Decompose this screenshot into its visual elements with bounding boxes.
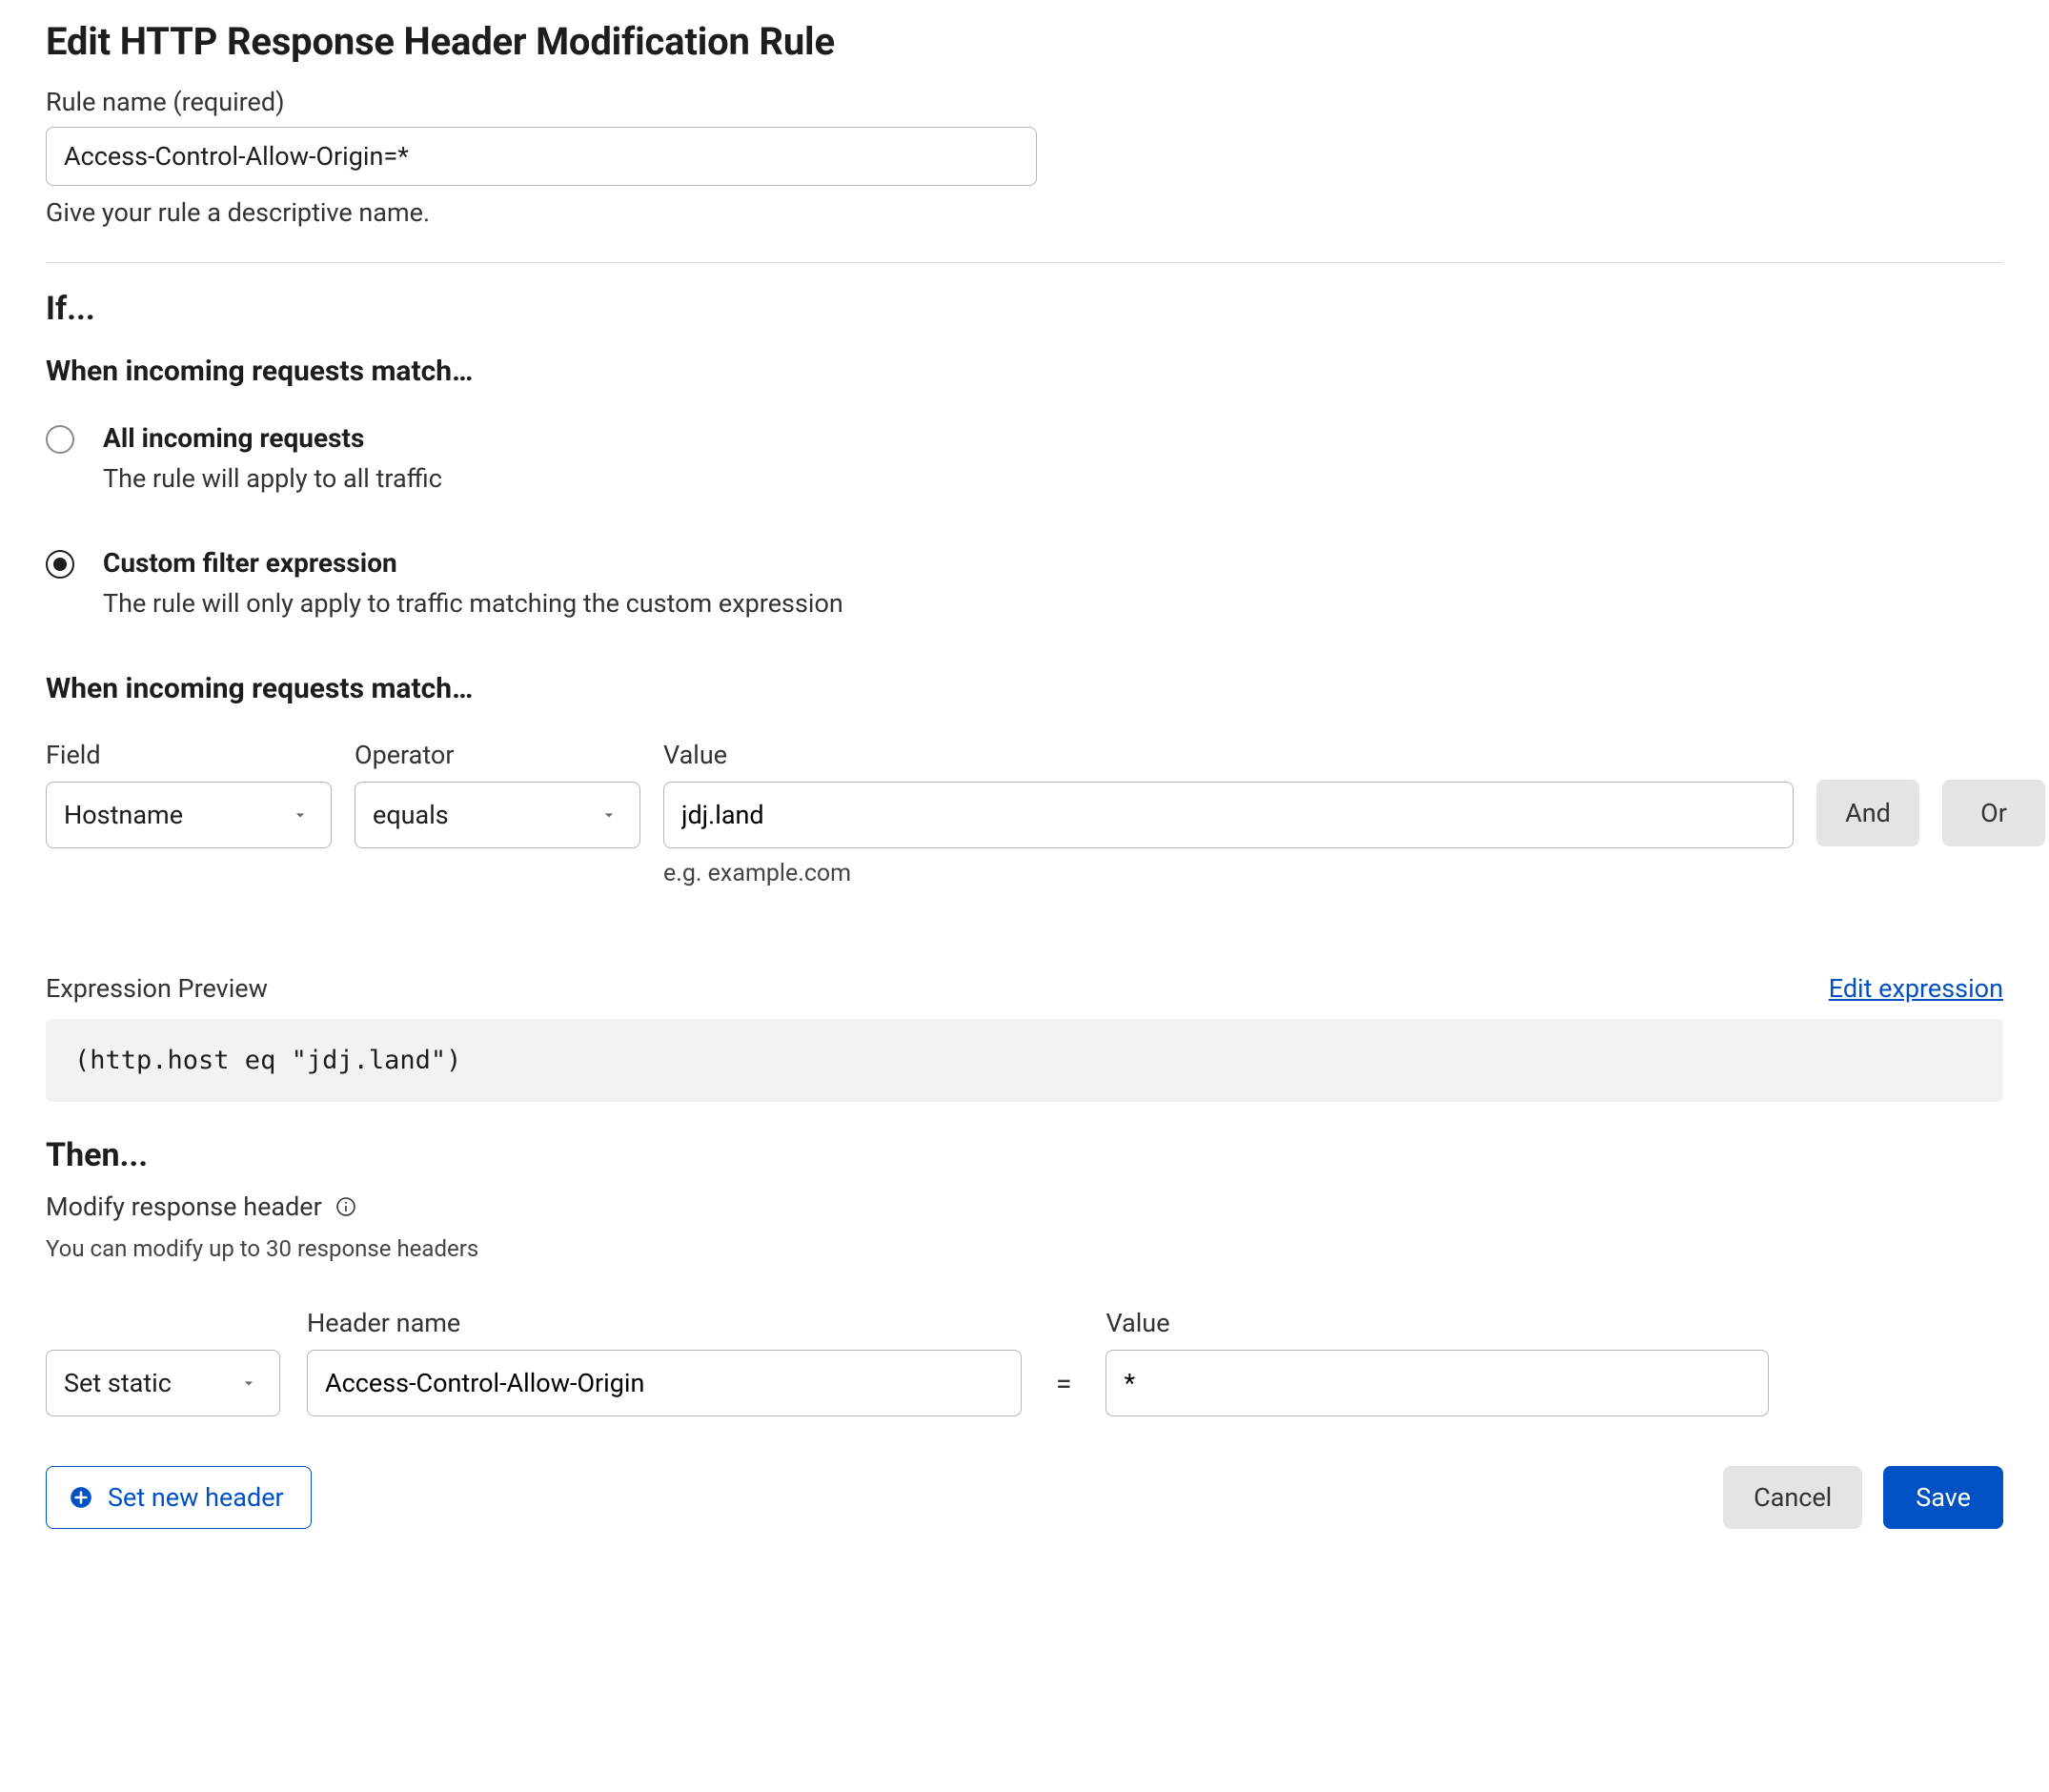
header-action-value: Set static <box>64 1368 172 1398</box>
cancel-button[interactable]: Cancel <box>1723 1466 1862 1529</box>
header-value-col: Value <box>1106 1308 1769 1416</box>
set-new-header-label: Set new header <box>108 1482 284 1513</box>
save-button[interactable]: Save <box>1883 1466 2003 1529</box>
caret-down-icon <box>596 802 622 828</box>
set-new-header-button[interactable]: Set new header <box>46 1466 312 1529</box>
radio-all-desc: The rule will apply to all traffic <box>103 463 442 494</box>
header-action-select[interactable]: Set static <box>46 1350 280 1416</box>
radio-all-text: All incoming requests The rule will appl… <box>103 422 442 494</box>
field-select-value: Hostname <box>64 800 183 830</box>
rule-name-label: Rule name (required) <box>46 87 2003 117</box>
divider <box>46 262 2003 263</box>
page-title: Edit HTTP Response Header Modification R… <box>46 19 2003 64</box>
header-value-input[interactable] <box>1106 1350 1769 1416</box>
field-select[interactable]: Hostname <box>46 782 332 848</box>
if-subtitle-2: When incoming requests match… <box>46 672 2003 705</box>
field-label: Field <box>46 740 332 770</box>
radio-row-custom: Custom filter expression The rule will o… <box>46 547 2003 619</box>
operator-select-value: equals <box>373 800 449 830</box>
rule-name-help: Give your rule a descriptive name. <box>46 197 2003 228</box>
plus-circle-icon <box>68 1484 94 1511</box>
page-root: Edit HTTP Response Header Modification R… <box>0 0 2049 1605</box>
and-col: And <box>1816 740 1919 846</box>
expression-builder-row: Field Hostname Operator equals Value e.g… <box>46 740 2003 887</box>
edit-expression-link[interactable]: Edit expression <box>1829 973 2003 1004</box>
caret-down-icon <box>235 1370 262 1396</box>
modify-response-header-label: Modify response header <box>46 1191 322 1222</box>
header-mod-row: Set static Header name = Value <box>46 1308 2003 1416</box>
and-button[interactable]: And <box>1816 780 1919 846</box>
footer-actions: Cancel Save <box>1723 1466 2003 1529</box>
radio-custom-desc: The rule will only apply to traffic matc… <box>103 588 843 619</box>
limit-text: You can modify up to 30 response headers <box>46 1235 2003 1262</box>
radio-all-incoming[interactable] <box>46 425 74 454</box>
operator-label: Operator <box>355 740 640 770</box>
value-label: Value <box>663 740 1794 770</box>
action-col: Set static <box>46 1312 280 1416</box>
operator-col: Operator equals <box>355 740 640 848</box>
expression-preview-label: Expression Preview <box>46 973 268 1004</box>
or-col: Or <box>1942 740 2045 846</box>
value-example: e.g. example.com <box>663 860 1794 887</box>
rule-name-section: Rule name (required) Give your rule a de… <box>46 87 2003 228</box>
if-title: If... <box>46 290 2003 328</box>
equals-sign: = <box>1048 1368 1079 1416</box>
header-name-input[interactable] <box>307 1350 1022 1416</box>
field-col: Field Hostname <box>46 740 332 848</box>
rule-name-input[interactable] <box>46 127 1037 186</box>
value-input[interactable] <box>663 782 1794 848</box>
value-col: Value e.g. example.com <box>663 740 1794 887</box>
header-value-label: Value <box>1106 1308 1769 1338</box>
modify-line: Modify response header <box>46 1191 2003 1222</box>
radio-row-all: All incoming requests The rule will appl… <box>46 422 2003 494</box>
radio-custom-filter[interactable] <box>46 550 74 579</box>
radio-all-title: All incoming requests <box>103 422 442 454</box>
if-subtitle-1: When incoming requests match… <box>46 355 2003 388</box>
radio-custom-text: Custom filter expression The rule will o… <box>103 547 843 619</box>
radio-custom-title: Custom filter expression <box>103 547 843 579</box>
operator-select[interactable]: equals <box>355 782 640 848</box>
expression-preview-header: Expression Preview Edit expression <box>46 973 2003 1004</box>
header-name-col: Header name <box>307 1308 1022 1416</box>
match-radio-group: All incoming requests The rule will appl… <box>46 422 2003 619</box>
expression-preview-code: (http.host eq "jdj.land") <box>46 1019 2003 1102</box>
then-title: Then... <box>46 1136 2003 1174</box>
info-icon[interactable] <box>334 1194 358 1219</box>
or-button[interactable]: Or <box>1942 780 2045 846</box>
header-name-label: Header name <box>307 1308 1022 1338</box>
caret-down-icon <box>287 802 314 828</box>
